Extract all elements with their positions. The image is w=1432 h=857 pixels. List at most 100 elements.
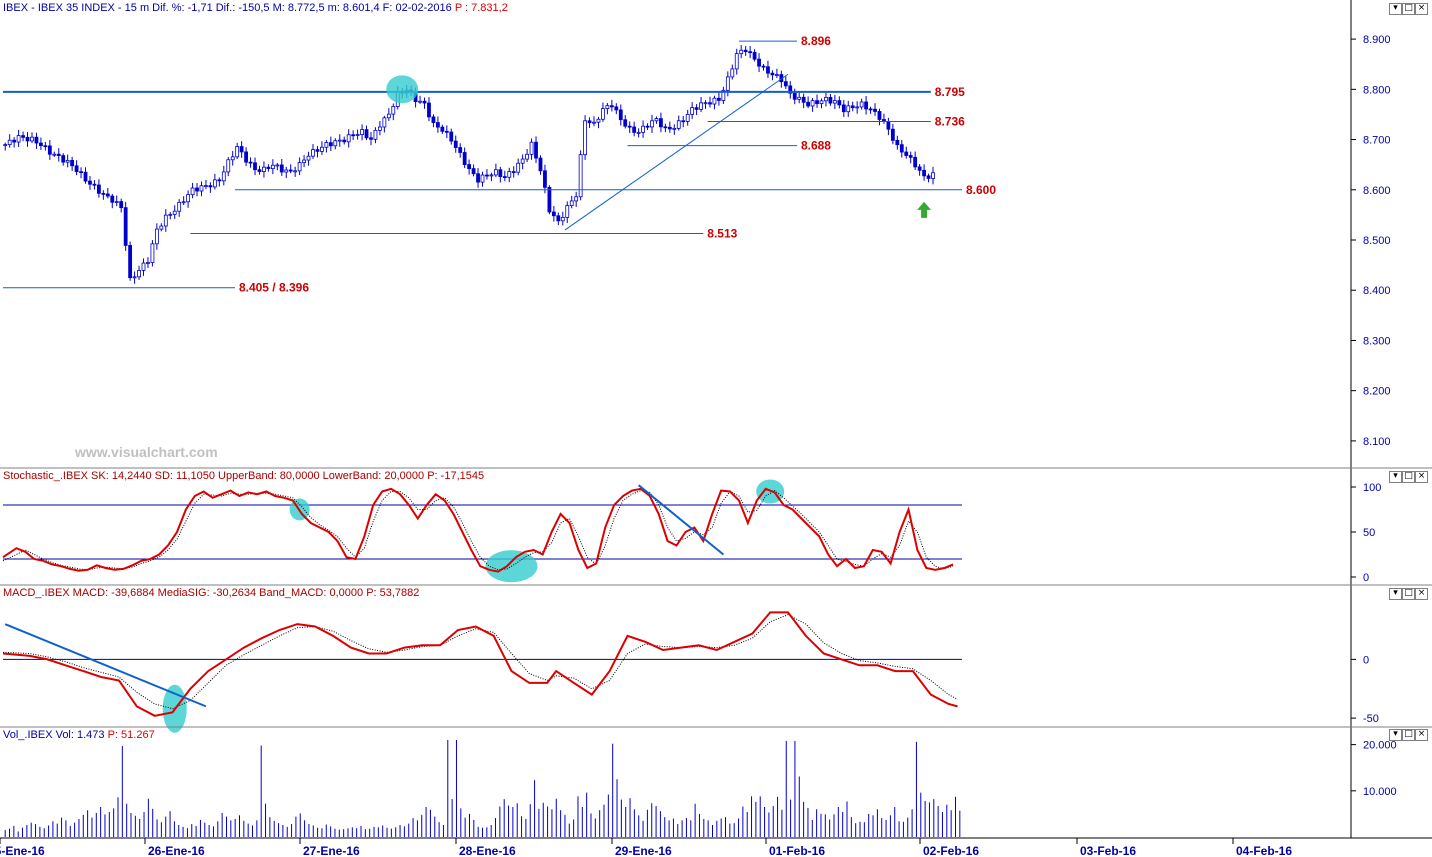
candle[interactable]	[806, 101, 811, 107]
candle[interactable]	[538, 157, 543, 172]
candle[interactable]	[311, 149, 315, 157]
candle[interactable]	[596, 118, 601, 123]
candle[interactable]	[262, 166, 266, 172]
macd-signal-line[interactable]	[2, 614, 958, 710]
candle[interactable]	[543, 170, 547, 188]
candle[interactable]	[61, 155, 66, 163]
candle[interactable]	[493, 169, 498, 176]
candle[interactable]	[226, 159, 231, 173]
candle[interactable]	[65, 159, 70, 163]
candle[interactable]	[440, 126, 445, 132]
candle[interactable]	[47, 145, 52, 155]
candle[interactable]	[293, 170, 298, 173]
candle[interactable]	[79, 171, 83, 174]
candle[interactable]	[659, 118, 663, 128]
candle[interactable]	[221, 171, 226, 182]
candle[interactable]	[105, 193, 110, 197]
price-minimize-icon[interactable]: ▾	[1389, 3, 1402, 15]
candle[interactable]	[864, 101, 868, 110]
candle[interactable]	[699, 102, 703, 110]
candle[interactable]	[159, 225, 164, 230]
volume-panel[interactable]	[4, 740, 961, 837]
candle[interactable]	[886, 121, 891, 130]
candle[interactable]	[418, 100, 422, 103]
candle[interactable]	[177, 201, 182, 212]
candle[interactable]	[150, 243, 155, 263]
candle[interactable]	[266, 166, 271, 170]
candle[interactable]	[761, 65, 766, 68]
candle[interactable]	[632, 126, 637, 133]
candle[interactable]	[694, 107, 699, 110]
candle[interactable]	[172, 210, 177, 215]
candle[interactable]	[645, 125, 650, 128]
candle[interactable]	[832, 100, 837, 104]
candle[interactable]	[609, 105, 614, 108]
candle[interactable]	[703, 102, 708, 105]
candle[interactable]	[208, 185, 213, 188]
candle[interactable]	[788, 85, 793, 94]
candle[interactable]	[895, 139, 900, 146]
candle[interactable]	[850, 105, 855, 109]
candle[interactable]	[489, 174, 494, 177]
candle[interactable]	[128, 245, 133, 279]
candle[interactable]	[480, 174, 485, 183]
candle[interactable]	[186, 194, 191, 203]
candle[interactable]	[485, 174, 489, 177]
candle[interactable]	[364, 129, 369, 139]
candle[interactable]	[667, 126, 672, 130]
candle[interactable]	[636, 131, 641, 134]
candle[interactable]	[734, 53, 739, 70]
candle[interactable]	[346, 134, 351, 143]
candle[interactable]	[841, 104, 846, 113]
candle[interactable]	[444, 130, 449, 133]
candle[interactable]	[752, 51, 757, 60]
candle[interactable]	[565, 205, 570, 218]
candle[interactable]	[899, 144, 904, 153]
candle[interactable]	[253, 162, 257, 171]
candle[interactable]	[275, 164, 280, 167]
candle[interactable]	[270, 164, 275, 170]
candle[interactable]	[801, 96, 806, 103]
candle[interactable]	[328, 142, 333, 147]
candle[interactable]	[373, 129, 378, 140]
candle[interactable]	[873, 108, 877, 112]
candle[interactable]	[7, 139, 12, 145]
candle[interactable]	[770, 72, 775, 76]
candle[interactable]	[725, 76, 730, 91]
candle[interactable]	[217, 179, 222, 182]
candle[interactable]	[605, 105, 610, 110]
candle[interactable]	[257, 169, 262, 172]
candle[interactable]	[333, 140, 338, 147]
candle[interactable]	[917, 166, 922, 171]
candle[interactable]	[431, 116, 436, 123]
candle[interactable]	[123, 207, 128, 246]
candle[interactable]	[320, 146, 324, 152]
stochastic-panel[interactable]	[2, 479, 962, 583]
candle[interactable]	[717, 97, 721, 101]
candle[interactable]	[837, 100, 842, 106]
candle[interactable]	[382, 117, 387, 128]
macd-panel[interactable]	[2, 611, 962, 733]
candle[interactable]	[913, 156, 918, 168]
candle[interactable]	[351, 134, 356, 137]
candle[interactable]	[877, 111, 882, 120]
candle[interactable]	[25, 136, 30, 142]
candle[interactable]	[792, 92, 797, 100]
candle[interactable]	[828, 96, 833, 104]
candle[interactable]	[288, 169, 293, 172]
candle[interactable]	[569, 200, 574, 207]
candle[interactable]	[520, 158, 525, 164]
candle[interactable]	[507, 171, 512, 178]
candle[interactable]	[110, 195, 115, 203]
candle[interactable]	[757, 58, 761, 67]
candle[interactable]	[199, 185, 204, 192]
candle[interactable]	[52, 153, 57, 156]
candle[interactable]	[815, 100, 819, 105]
volume-maximize-icon[interactable]: □	[1402, 729, 1415, 741]
candle[interactable]	[302, 159, 306, 163]
candle[interactable]	[21, 135, 25, 138]
candle[interactable]	[931, 172, 935, 179]
candle[interactable]	[230, 156, 235, 161]
candle[interactable]	[88, 180, 92, 185]
candle[interactable]	[471, 168, 476, 175]
